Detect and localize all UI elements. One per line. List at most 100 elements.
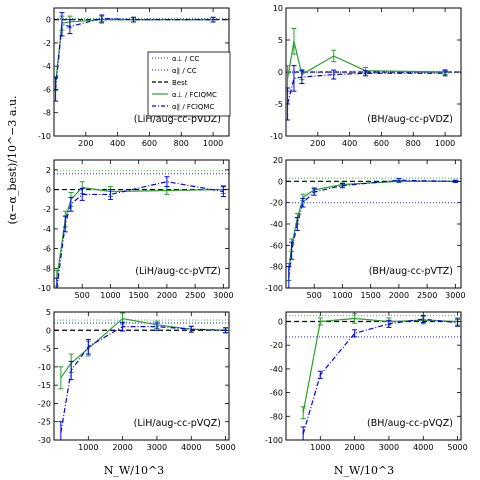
x-tick-label: 1000 (332, 291, 352, 300)
x-tick-label: 400 (342, 139, 357, 148)
series-line (287, 72, 446, 105)
y-tick-label: 5 (46, 308, 51, 317)
x-tick-label: 3000 (213, 291, 233, 300)
x-tick-label: 3000 (379, 443, 399, 452)
x-tick-label: 3000 (147, 443, 167, 452)
x-tick-label: 2500 (185, 291, 205, 300)
x-tick-label: 1000 (435, 139, 455, 148)
series-line (288, 179, 456, 278)
plot-area (286, 313, 461, 440)
y-tick-label: 0 (278, 317, 283, 326)
x-axis-label-right: N_W/10^3 (334, 464, 394, 477)
y-tick-label: -80 (270, 412, 283, 421)
x-tick-label: 500 (75, 291, 90, 300)
panel-2: -10 -5 0 5 10 200 400 600 800 1000 (BH/aug-cc-pVDZ… (270, 4, 462, 148)
series-line (302, 318, 458, 435)
panel-title: (BH/aug-cc-pVTZ) (369, 266, 453, 277)
series-line (54, 17, 214, 90)
y-tick-label: 0 (46, 16, 51, 25)
y-tick-label: -40 (270, 220, 283, 229)
x-tick-label: 200 (78, 139, 93, 148)
x-tick-label: 2000 (389, 291, 409, 300)
x-tick-label: 1000 (78, 443, 98, 452)
y-tick-label: -20 (38, 399, 51, 408)
series-line (286, 41, 446, 79)
y-axis-label: (α−α_best)/10^−3 a.u. (6, 95, 19, 224)
y-tick-label: 0 (278, 68, 283, 77)
y-tick-label: -8 (43, 264, 51, 273)
series-line (56, 186, 224, 279)
panel-6: -100 -80 -60 -40 -20 0 1000 2000 3000 4000 5000 (BH… (265, 311, 468, 452)
y-tick-label: -10 (38, 363, 51, 372)
y-tick-label: -40 (270, 365, 283, 374)
series-line (302, 317, 458, 413)
plot-area (286, 177, 461, 288)
panel-title: (LiH/aug-cc-pVQZ) (134, 418, 221, 429)
y-tick-label: -20 (270, 199, 283, 208)
y-tick-label: 2 (46, 166, 51, 175)
panel-title: (BH/aug-cc-pVDZ) (367, 114, 453, 125)
legend-label: α⊥ / FCIQMC (172, 91, 217, 99)
y-tick-label: -4 (43, 225, 51, 234)
plot-area (54, 312, 229, 440)
y-tick-label: 5 (278, 36, 283, 45)
plot-area (54, 170, 229, 288)
series-line (288, 180, 456, 273)
x-tick-label: 1500 (360, 291, 380, 300)
panel-frame (285, 159, 462, 289)
panel-5: -30 -25 -20 -15 -10 -5 0 5 1000 2000 3000 4000 5000 (… (38, 308, 236, 452)
y-tick-label: 0 (46, 186, 51, 195)
y-tick-label: -10 (38, 132, 51, 141)
x-tick-label: 1500 (128, 291, 148, 300)
x-tick-label: 500 (307, 291, 322, 300)
panel-4: -100 -80 -60 -40 -20 0 20 500 1000 1500 2000 2500 30… (265, 156, 466, 300)
x-axis-label-left: N_W/10^3 (104, 464, 164, 477)
x-tick-label: 1000 (203, 139, 223, 148)
y-tick-label: -8 (43, 109, 51, 118)
x-tick-label: 800 (406, 139, 421, 148)
x-tick-label: 400 (110, 139, 125, 148)
panel-frame (53, 311, 230, 441)
y-tick-label: -20 (270, 341, 283, 350)
legend-label: Best (172, 79, 188, 87)
y-tick-label: -100 (265, 284, 283, 293)
panel-frame (285, 311, 462, 441)
panel-frame (53, 159, 230, 289)
x-tick-label: 1000 (310, 443, 330, 452)
series-line (60, 326, 226, 433)
y-tick-label: -6 (43, 85, 51, 94)
y-tick-label: 20 (273, 156, 283, 165)
y-tick-label: -60 (270, 241, 283, 250)
y-tick-label: -5 (275, 100, 283, 109)
y-tick-label: -2 (43, 39, 51, 48)
legend-label: α∥ / FCIQMC (172, 103, 214, 111)
x-tick-label: 2000 (112, 443, 132, 452)
x-tick-label: 1000 (100, 291, 120, 300)
panel-title: (LiH/aug-cc-pVTZ) (135, 266, 221, 277)
panel-title: (BH/aug-cc-pVQZ) (367, 418, 453, 429)
y-tick-label: 0 (46, 326, 51, 335)
panel-1: -10 -8 -6 -4 -2 0 200 400 600 800 1000 (LiH/aug-cc-… (38, 7, 230, 148)
y-tick-label: -6 (43, 245, 51, 254)
plot-area (54, 12, 229, 102)
y-tick-label: 10 (273, 4, 283, 13)
x-tick-label: 600 (142, 139, 157, 148)
y-tick-label: -4 (43, 62, 51, 71)
x-tick-label: 5000 (447, 443, 467, 452)
x-tick-label: 2000 (157, 291, 177, 300)
y-tick-label: -2 (43, 205, 51, 214)
x-tick-label: 4000 (413, 443, 433, 452)
legend: α⊥ / CC α∥ / CC Best α⊥ / FCIQMC α∥ / FCIQMC (147, 51, 231, 117)
x-tick-label: 800 (174, 139, 189, 148)
x-tick-label: 3000 (445, 291, 465, 300)
legend-label: α∥ / CC (172, 67, 197, 75)
y-tick-label: -10 (270, 132, 283, 141)
y-tick-label: -60 (270, 389, 283, 398)
y-tick-label: -100 (265, 436, 283, 445)
y-tick-label: -25 (38, 418, 51, 427)
x-tick-label: 5000 (215, 443, 235, 452)
y-tick-label: -80 (270, 263, 283, 272)
x-tick-label: 600 (374, 139, 389, 148)
